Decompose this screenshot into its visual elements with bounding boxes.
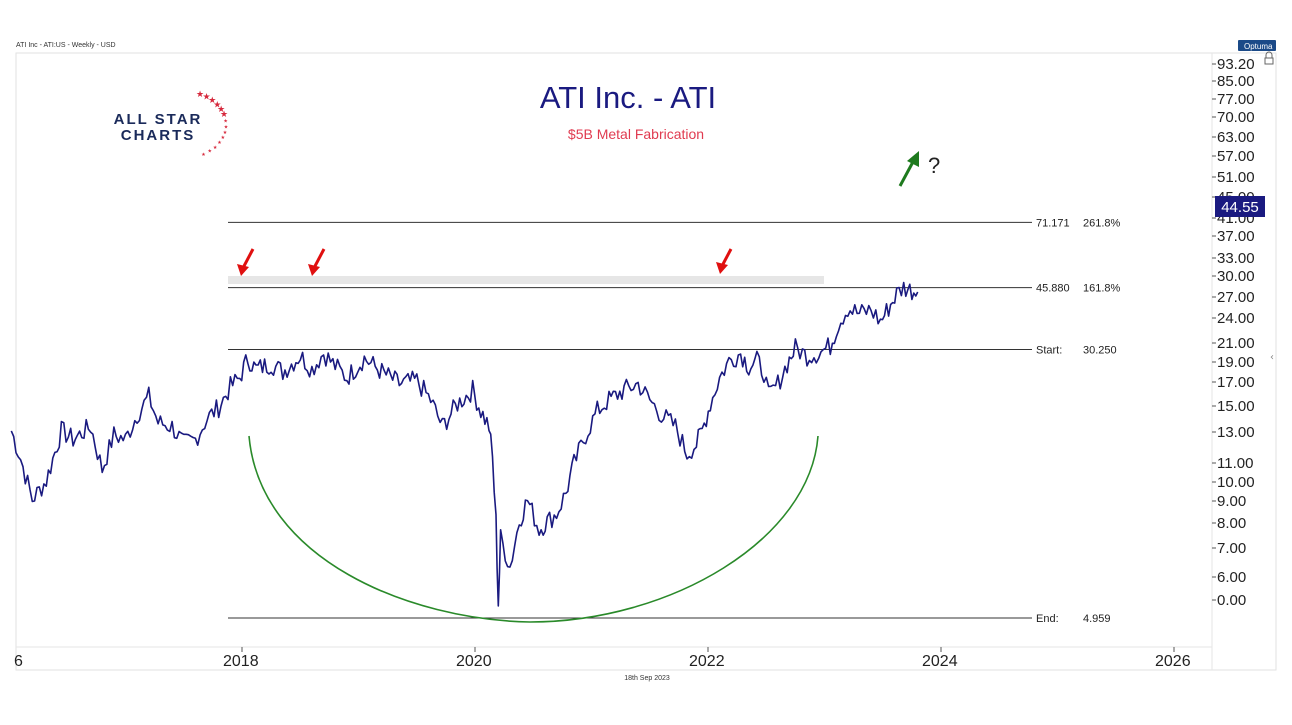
logo-star-icon: ★	[220, 110, 228, 120]
y-tick-label: 70.00	[1217, 109, 1255, 126]
green-up-arrow	[898, 151, 919, 187]
logo-star-icon: ★	[196, 90, 204, 100]
all-star-charts-logo: ALL STAR CHARTS ★★★★★★★★★★★★★★	[114, 90, 229, 158]
logo-stars: ★★★★★★★★★★★★★★	[196, 90, 229, 158]
y-tick-label: 7.00	[1217, 540, 1246, 557]
x-tick-label: 2020	[456, 653, 492, 670]
y-tick-label: 9.00	[1217, 493, 1246, 510]
chart-title: ATI Inc. - ATI	[540, 80, 716, 115]
vendor-logo: Optuma	[1244, 42, 1273, 51]
y-tick-label: 8.00	[1217, 515, 1246, 532]
y-tick-label: 21.00	[1217, 335, 1255, 352]
y-tick-label: 15.00	[1217, 398, 1255, 415]
x-tick-label: 2018	[223, 653, 259, 670]
collapse-icon[interactable]: ‹	[1270, 352, 1274, 363]
logo-line2: CHARTS	[121, 127, 196, 144]
lock-icon[interactable]	[1264, 51, 1274, 65]
x-tick-label: 2026	[1155, 653, 1191, 670]
y-tick-label: 0.00	[1217, 592, 1246, 609]
last-price-text: 44.55	[1221, 199, 1259, 216]
y-tick-label: 19.00	[1217, 354, 1255, 371]
last-price-badge	[1215, 196, 1265, 217]
logo-star-icon: ★	[213, 100, 221, 110]
y-tick-label: 85.00	[1217, 73, 1255, 90]
chart-frame	[15, 52, 1277, 671]
logo-star-icon: ★	[223, 119, 228, 125]
level-value: 4.959	[1083, 613, 1111, 625]
logo-star-icon: ★	[223, 130, 228, 136]
y-tick-label: 17.00	[1217, 374, 1255, 391]
y-tick-label: 6.00	[1217, 569, 1246, 586]
logo-star-icon: ★	[207, 149, 212, 155]
logo-star-icon: ★	[224, 124, 229, 130]
y-tick-label: 37.00	[1217, 228, 1255, 245]
y-axis: 93.2085.0077.0070.0063.0057.0051.0045.00…	[1212, 56, 1255, 609]
symbol-info: ATI Inc - ATI:US - Weekly - USD	[16, 42, 116, 49]
question-mark: ?	[928, 153, 940, 178]
x-axis: 6 2018 2020 2022 2024 2026	[14, 647, 1191, 670]
price-series	[10, 281, 919, 607]
level-value: 30.250	[1083, 344, 1117, 356]
level-value: 161.8%	[1083, 283, 1121, 295]
vendor-logo-box	[1238, 40, 1276, 51]
y-tick-label: 77.00	[1217, 91, 1255, 108]
level-label: 45.880	[1036, 283, 1070, 295]
logo-star-icon: ★	[201, 152, 206, 158]
y-tick-label: 27.00	[1217, 289, 1255, 306]
logo-star-icon: ★	[221, 135, 226, 141]
logo-star-icon: ★	[217, 105, 225, 115]
red-arrow-1	[237, 248, 255, 276]
logo-star-icon: ★	[208, 96, 216, 106]
logo-star-icon: ★	[213, 145, 218, 151]
y-tick-label: 51.00	[1217, 169, 1255, 186]
y-tick-label: 57.00	[1217, 148, 1255, 165]
y-tick-label: 93.20	[1217, 56, 1255, 73]
x-tick-label: 2024	[922, 653, 958, 670]
resistance-zone	[228, 276, 824, 284]
logo-star-icon: ★	[202, 93, 210, 103]
level-label: End:	[1036, 613, 1059, 625]
y-tick-label: 30.00	[1217, 268, 1255, 285]
y-tick-label: 13.00	[1217, 424, 1255, 441]
date-stamp: 18th Sep 2023	[624, 675, 670, 682]
y-tick-label: 24.00	[1217, 310, 1255, 327]
y-tick-label: 33.00	[1217, 250, 1255, 267]
y-tick-label: 63.00	[1217, 129, 1255, 146]
level-label: Start:	[1036, 344, 1062, 356]
logo-star-icon: ★	[217, 140, 222, 146]
red-arrow-2	[308, 248, 326, 276]
y-tick-label: 10.00	[1217, 474, 1255, 491]
rounding-bottom-curve	[248, 435, 819, 623]
price-line	[10, 281, 919, 607]
x-tick-label: 2022	[689, 653, 725, 670]
y-tick-label: 11.00	[1217, 455, 1253, 472]
red-arrow-3	[716, 248, 733, 274]
logo-line1: ALL STAR	[114, 111, 203, 128]
chart-subtitle: $5B Metal Fabrication	[568, 126, 704, 142]
level-value: 261.8%	[1083, 217, 1121, 229]
level-label: 71.171	[1036, 217, 1070, 229]
x-tick-label: 6	[14, 653, 23, 670]
